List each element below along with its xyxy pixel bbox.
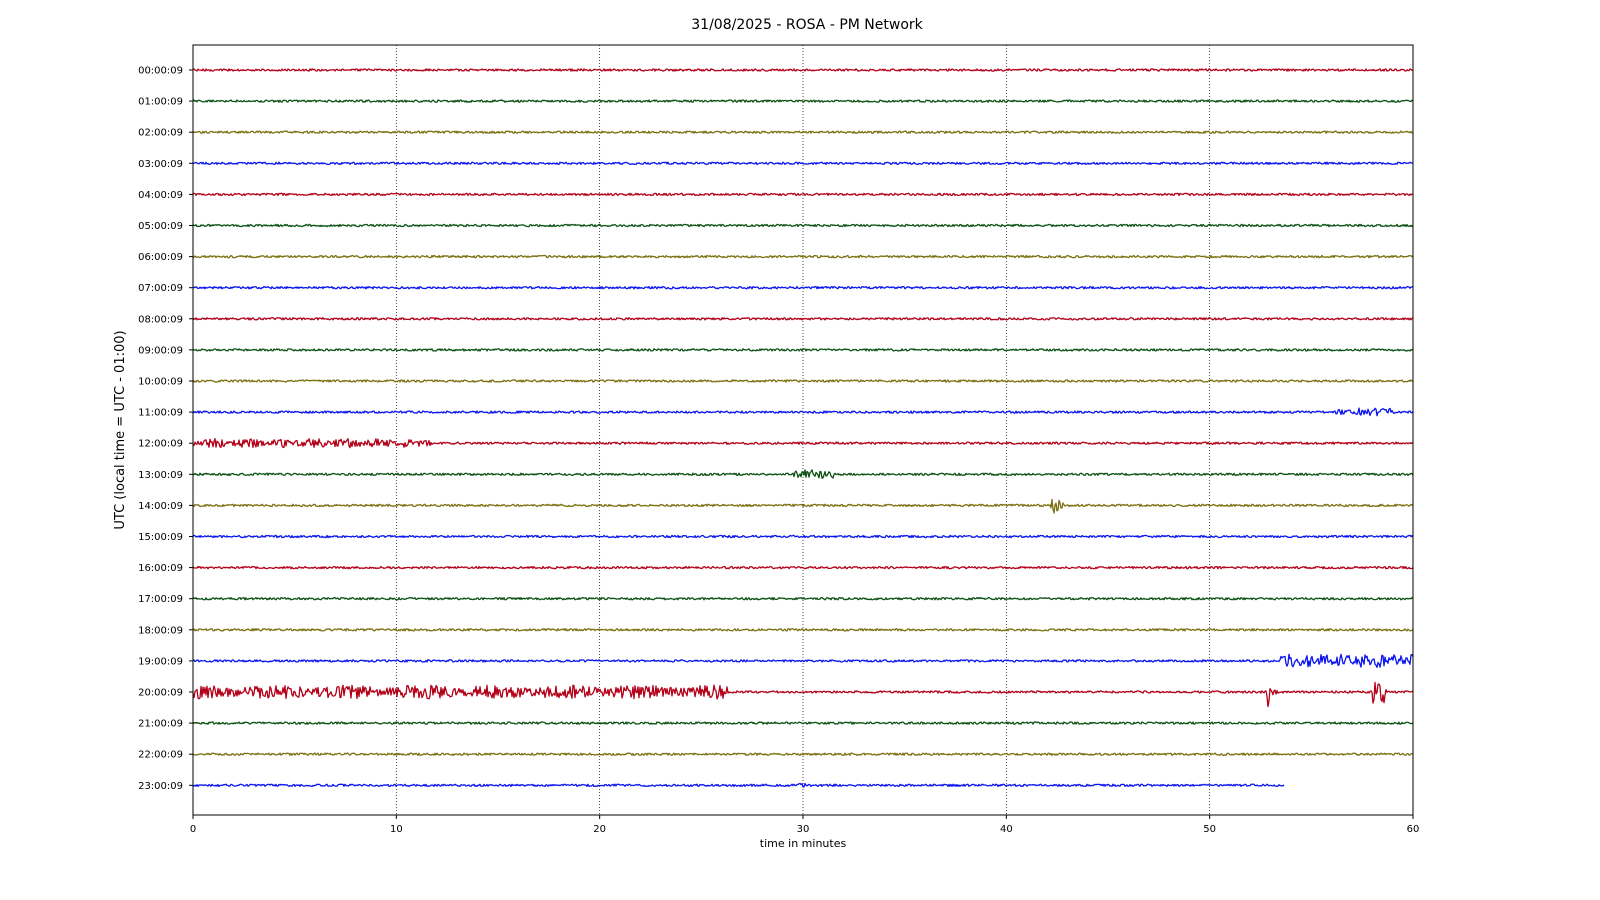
x-axis-ticks: 0 10 20 30 40 50 60 (190, 815, 1420, 835)
trace-010009 (192, 99, 1414, 103)
y-tick-label: 02:00:09 (138, 128, 183, 139)
y-tick-label: 06:00:09 (138, 252, 183, 263)
trace-180009 (192, 628, 1414, 632)
trace-140009 (192, 498, 1414, 514)
x-tick-label: 20 (593, 824, 606, 835)
trace-020009 (192, 130, 1414, 134)
y-axis-label: UTC (local time = UTC - 01:00) (113, 330, 128, 529)
y-tick-label: 04:00:09 (138, 190, 183, 201)
trace-190009 (192, 653, 1414, 668)
trace-100009 (192, 379, 1414, 383)
y-tick-label: 17:00:09 (138, 594, 183, 605)
x-tick-label: 10 (390, 824, 403, 835)
trace-110009 (192, 407, 1414, 417)
x-tick-label: 60 (1407, 824, 1420, 835)
trace-080009 (192, 317, 1414, 321)
trace-150009 (192, 534, 1414, 539)
y-tick-label: 09:00:09 (138, 345, 183, 356)
y-tick-label: 00:00:09 (138, 66, 183, 77)
y-tick-label: 03:00:09 (138, 159, 183, 170)
x-axis-label: time in minutes (760, 837, 847, 850)
y-tick-label: 10:00:09 (138, 377, 183, 388)
y-axis-ticks: 00:00:09 01:00:09 02:00:09 03:00:09 04:00:09… (138, 66, 193, 792)
chart-title: 31/08/2025 - ROSA - PM Network (691, 17, 923, 33)
trace-030009 (192, 161, 1414, 166)
trace-050009 (192, 223, 1414, 228)
trace-220009 (192, 752, 1414, 756)
y-tick-label: 20:00:09 (138, 688, 183, 699)
x-tick-label: 0 (190, 824, 196, 835)
y-tick-label: 13:00:09 (138, 470, 183, 481)
y-tick-label: 12:00:09 (138, 439, 183, 450)
y-tick-label: 14:00:09 (138, 501, 183, 512)
grid-lines (395, 45, 1211, 815)
trace-200009 (192, 681, 1414, 708)
trace-070009 (192, 285, 1414, 290)
y-tick-label: 05:00:09 (138, 221, 183, 232)
y-tick-label: 16:00:09 (138, 563, 183, 574)
seismic-traces (192, 68, 1414, 788)
y-tick-label: 08:00:09 (138, 314, 183, 325)
trace-000009 (193, 68, 1414, 72)
y-tick-label: 07:00:09 (138, 283, 183, 294)
x-tick-label: 30 (797, 824, 810, 835)
y-tick-label: 15:00:09 (138, 532, 183, 543)
trace-160009 (192, 565, 1414, 570)
y-tick-label: 21:00:09 (138, 719, 183, 730)
trace-230009 (192, 782, 1285, 788)
y-tick-label: 19:00:09 (138, 656, 183, 667)
trace-130009 (192, 469, 1414, 479)
y-tick-label: 18:00:09 (138, 625, 183, 636)
trace-090009 (192, 348, 1414, 352)
trace-120009 (192, 438, 1414, 449)
y-tick-label: 11:00:09 (138, 408, 183, 419)
trace-060009 (192, 254, 1414, 259)
trace-040009 (192, 192, 1414, 197)
y-tick-label: 23:00:09 (138, 781, 183, 792)
y-tick-label: 22:00:09 (138, 750, 183, 761)
x-tick-label: 40 (1000, 824, 1013, 835)
y-tick-label: 01:00:09 (138, 97, 183, 108)
trace-170009 (192, 596, 1414, 601)
trace-210009 (192, 721, 1414, 725)
x-tick-label: 50 (1203, 824, 1216, 835)
